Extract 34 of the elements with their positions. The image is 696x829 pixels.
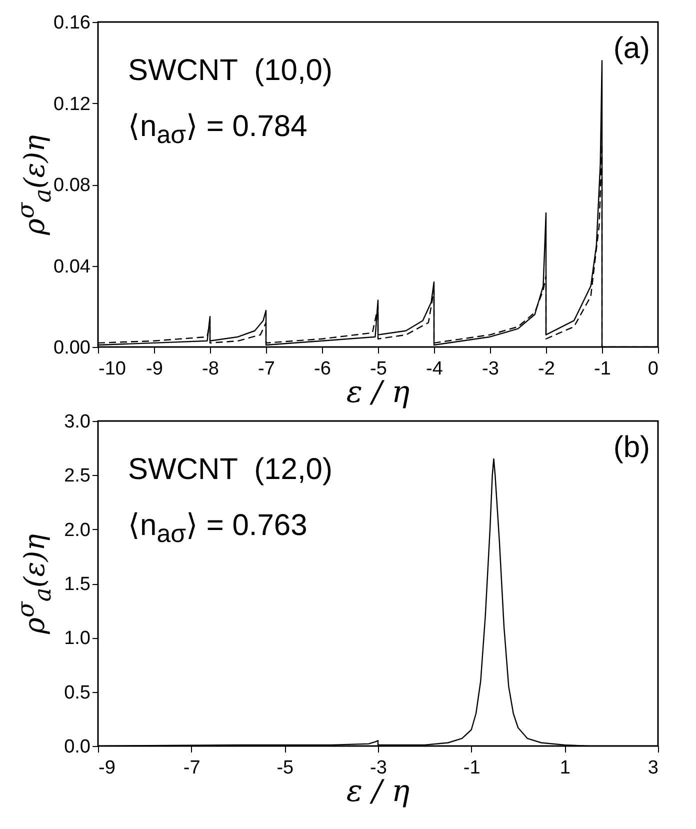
x-tick-label: 0: [648, 358, 658, 380]
y-tick-label: 0.00: [54, 338, 90, 358]
y-tick-label: 0.0: [64, 736, 90, 758]
y-tick-label: 1.0: [64, 628, 90, 650]
annotation: SWCNT (10,0): [128, 54, 332, 87]
x-tick-label: -10: [98, 358, 126, 380]
y-tick-label: 2.5: [64, 466, 90, 487]
y-tick-label: 1.5: [64, 574, 90, 595]
y-tick-label: 0.5: [64, 682, 90, 704]
annotation: ⟨n$_{aσ}$⟩ = 0.784: [128, 110, 308, 149]
x-tick-label: -3: [482, 358, 499, 380]
x-tick-label: -6: [314, 358, 331, 380]
x-tick-label: -9: [98, 758, 116, 778]
annotation: (b): [613, 431, 650, 464]
x-tick-label: -1: [594, 358, 611, 380]
x-tick-label: 1: [560, 758, 570, 778]
y-tick-label: 0.16: [54, 12, 90, 34]
y-tick-label: 3.0: [64, 412, 90, 432]
y-tick-label: 0.08: [54, 175, 90, 196]
x-tick-label: -5: [276, 758, 294, 778]
y-tick-label: 0.04: [54, 256, 91, 278]
annotation: (a): [613, 32, 650, 65]
x-tick-label: -1: [463, 758, 480, 778]
x-tick-label: -8: [202, 358, 219, 380]
x-tick-label: -7: [183, 758, 200, 778]
annotation: SWCNT (12,0): [128, 453, 332, 486]
annotation: ⟨n$_{aσ}$⟩ = 0.763: [128, 509, 308, 548]
y-tick-label: 2.0: [64, 520, 90, 541]
x-tick-label: 3: [648, 758, 658, 778]
x-tick-label: -4: [426, 358, 444, 380]
x-tick-label: -9: [146, 358, 163, 380]
y-tick-label: 0.12: [54, 94, 90, 115]
x-tick-label: -7: [258, 358, 275, 380]
x-tick-label: -2: [538, 358, 555, 380]
